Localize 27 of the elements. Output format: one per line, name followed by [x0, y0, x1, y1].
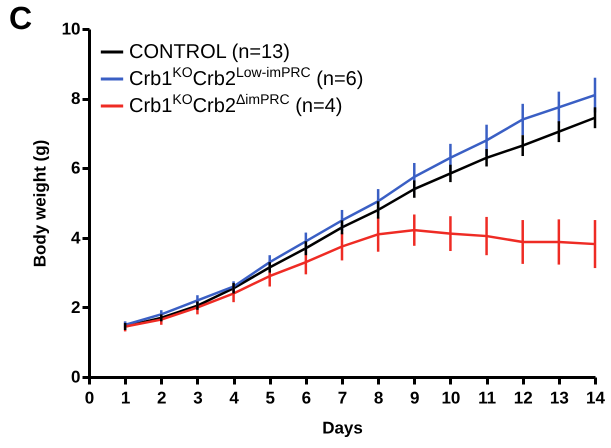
legend-label: Crb1$^{KO}$Crb2$^{ΔimPRC}$ (n=4) [129, 91, 342, 117]
chart-title: C [9, 0, 32, 36]
y-tick-label: 8 [71, 89, 80, 108]
x-tick-label: 1 [120, 388, 130, 408]
x-tick-label: 10 [441, 388, 460, 408]
x-tick-label: 9 [410, 388, 420, 408]
y-tick-label: 10 [62, 20, 80, 38]
y-tick-label: 4 [71, 228, 82, 248]
x-axis-title: Days [322, 418, 363, 438]
x-tick-label: 3 [193, 388, 203, 408]
x-tick-label: 11 [478, 388, 496, 408]
x-tick-label: 8 [374, 388, 384, 408]
y-tick-label: 2 [71, 298, 80, 317]
legend-label: CONTROL (n=13) [129, 41, 290, 63]
x-tick-label: 4 [229, 388, 240, 408]
y-tick-label: 0 [71, 368, 80, 386]
x-tick-label: 5 [265, 388, 275, 408]
x-tick-label: 14 [586, 388, 606, 408]
x-tick-label: 12 [514, 388, 533, 408]
x-tick-label: 0 [84, 388, 94, 408]
y-tick-label: 6 [71, 158, 80, 178]
x-tick-label: 6 [302, 388, 312, 408]
x-tick-label: 7 [338, 388, 348, 408]
x-tick-label: 13 [550, 388, 569, 408]
y-axis-title: Body weight (g) [30, 140, 50, 268]
legend-label: Crb1$^{KO}$Crb2$^{Low-imPRC}$ (n=6) [129, 64, 364, 90]
x-tick-label: 2 [157, 388, 167, 408]
